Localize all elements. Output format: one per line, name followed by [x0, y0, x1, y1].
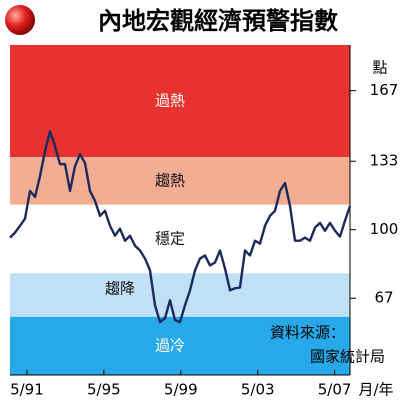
band-label: 趨熱 [155, 171, 185, 189]
y-tick-label: 133 [370, 152, 399, 170]
title-icon [5, 5, 35, 35]
x-tick-label: 5/03 [241, 381, 275, 399]
source-note: 資料來源： [270, 324, 345, 342]
line-series [9, 130, 352, 324]
x-tick-label: 5/95 [87, 381, 121, 399]
x-tick-label: 5/07 [318, 381, 352, 399]
band [10, 273, 350, 317]
band [10, 316, 350, 375]
x-tick-label: 5/99 [164, 381, 198, 399]
y-unit-label: 點 [372, 59, 387, 77]
band-label: 趨降 [105, 280, 135, 298]
chart-title: 內地宏觀經濟預警指數 [98, 7, 338, 35]
y-tick-label: 100 [370, 220, 399, 238]
band-label: 穩定 [155, 230, 185, 248]
y-tick-label: 67 [374, 289, 393, 307]
x-tick-label: 5/91 [10, 381, 44, 399]
band [10, 204, 350, 274]
band [10, 45, 350, 158]
y-tick-label: 167 [370, 81, 399, 99]
band-label: 過熱 [155, 92, 185, 110]
x-unit-label: 月/年 [358, 381, 393, 399]
band [10, 157, 350, 205]
source-note: 國家統計局 [310, 348, 385, 366]
band-label: 過冷 [155, 336, 185, 354]
